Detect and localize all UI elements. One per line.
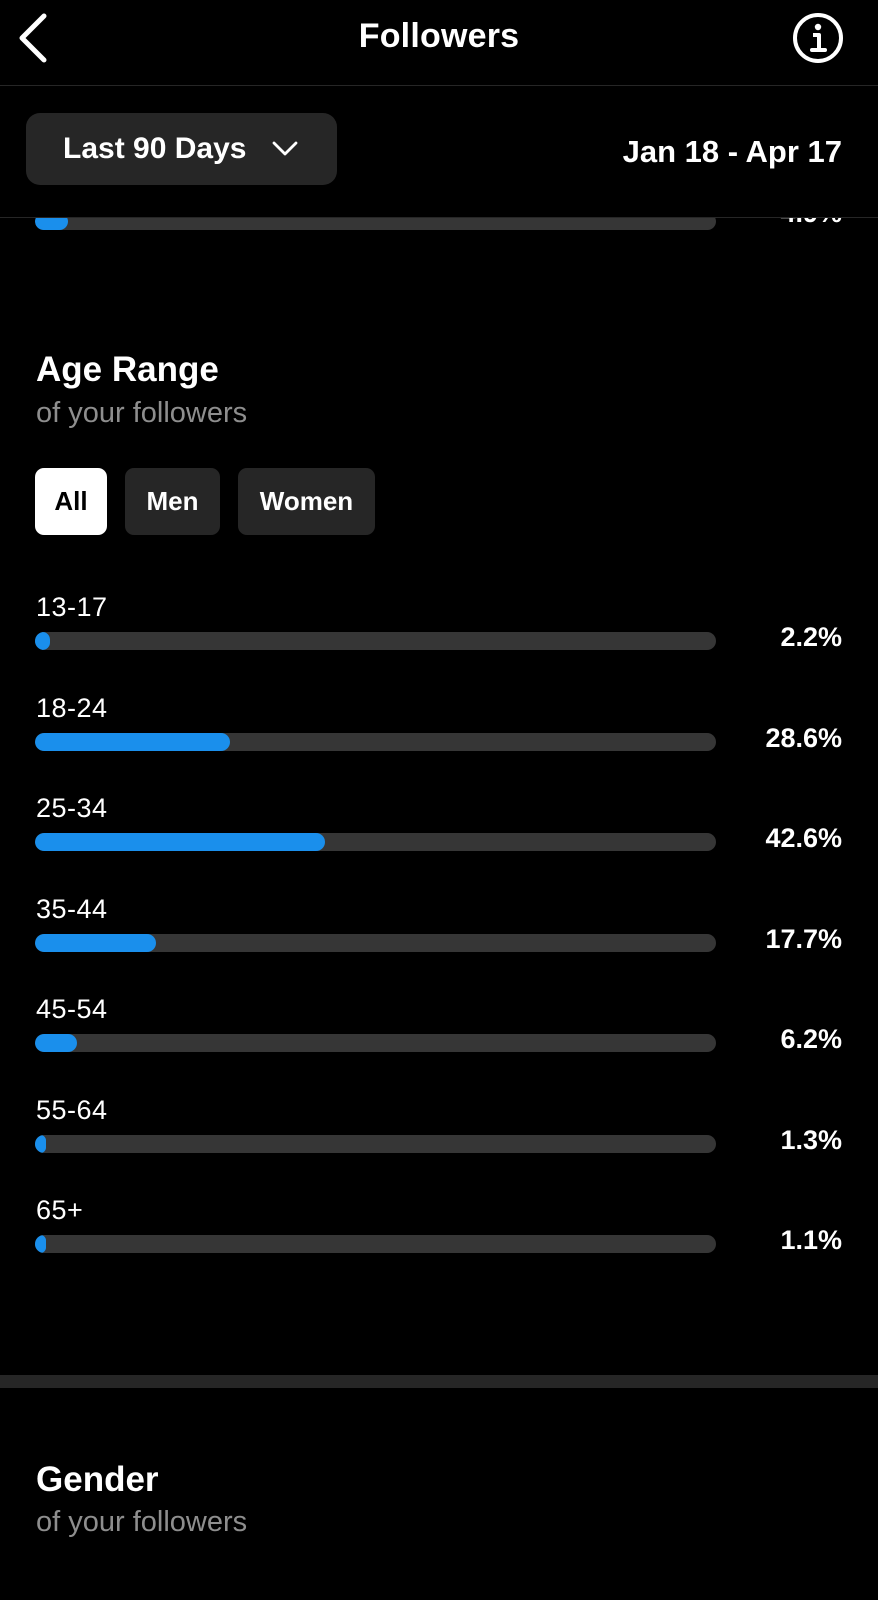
age-row-label: 45-54 [36, 994, 108, 1024]
age-row-track [35, 934, 716, 952]
age-row-fill [35, 934, 156, 952]
age-range-subtitle: of your followers [36, 397, 248, 429]
age-range-title: Age Range [36, 350, 219, 389]
age-row: 18-24 28.6% [0, 693, 878, 783]
age-row-track [35, 1034, 716, 1052]
age-row: 35-44 17.7% [0, 894, 878, 984]
date-range-text: Jan 18 - Apr 17 [622, 134, 842, 169]
age-row-label: 25-34 [36, 793, 108, 823]
chevron-down-icon [272, 141, 298, 156]
chevron-left-icon [19, 13, 47, 63]
age-row: 45-54 6.2% [0, 994, 878, 1084]
age-row-percent: 28.6% [765, 723, 842, 753]
section-divider [0, 1375, 878, 1388]
age-row: 25-34 42.6% [0, 793, 878, 883]
age-row-fill [35, 733, 230, 751]
page-title: Followers [358, 17, 520, 55]
age-row-percent: 2.2% [780, 622, 842, 652]
gender-subtitle: of your followers [36, 1506, 248, 1538]
age-row-track [35, 833, 716, 851]
top-bar: Followers [0, 0, 878, 86]
tab-men[interactable]: Men [125, 468, 220, 535]
info-icon [793, 13, 843, 63]
age-row-label: 18-24 [36, 693, 108, 723]
tab-all[interactable]: All [35, 468, 107, 535]
age-row: 65+ 1.1% [0, 1195, 878, 1285]
age-row-label: 13-17 [36, 592, 108, 622]
info-button[interactable] [792, 12, 844, 64]
age-row-label: 65+ [36, 1195, 84, 1225]
age-row-percent: 6.2% [780, 1024, 842, 1054]
date-range-dropdown[interactable]: Last 90 Days [26, 113, 337, 185]
tab-women[interactable]: Women [238, 468, 375, 535]
age-row-fill [35, 833, 326, 851]
age-row-track [35, 632, 716, 650]
age-row-percent: 42.6% [765, 823, 842, 853]
age-row-fill [35, 1235, 46, 1253]
age-row-percent: 1.1% [780, 1225, 842, 1255]
age-row: 55-64 1.3% [0, 1095, 878, 1185]
age-row-track [35, 1235, 716, 1253]
age-row-label: 55-64 [36, 1095, 108, 1125]
age-row: 13-17 2.2% [0, 592, 878, 682]
gender-title: Gender [36, 1460, 159, 1499]
age-row-fill [35, 632, 50, 650]
date-range-dropdown-label: Last 90 Days [63, 132, 247, 165]
back-button[interactable] [14, 10, 64, 66]
age-row-label: 35-44 [36, 894, 108, 924]
age-row-track [35, 733, 716, 751]
age-row-fill [35, 1034, 78, 1052]
age-row-fill [35, 1135, 46, 1153]
age-row-percent: 17.7% [765, 924, 842, 954]
age-row-percent: 1.3% [780, 1125, 842, 1155]
age-row-track [35, 1135, 716, 1153]
filter-bar: Last 90 Days Jan 18 - Apr 17 [0, 86, 878, 218]
